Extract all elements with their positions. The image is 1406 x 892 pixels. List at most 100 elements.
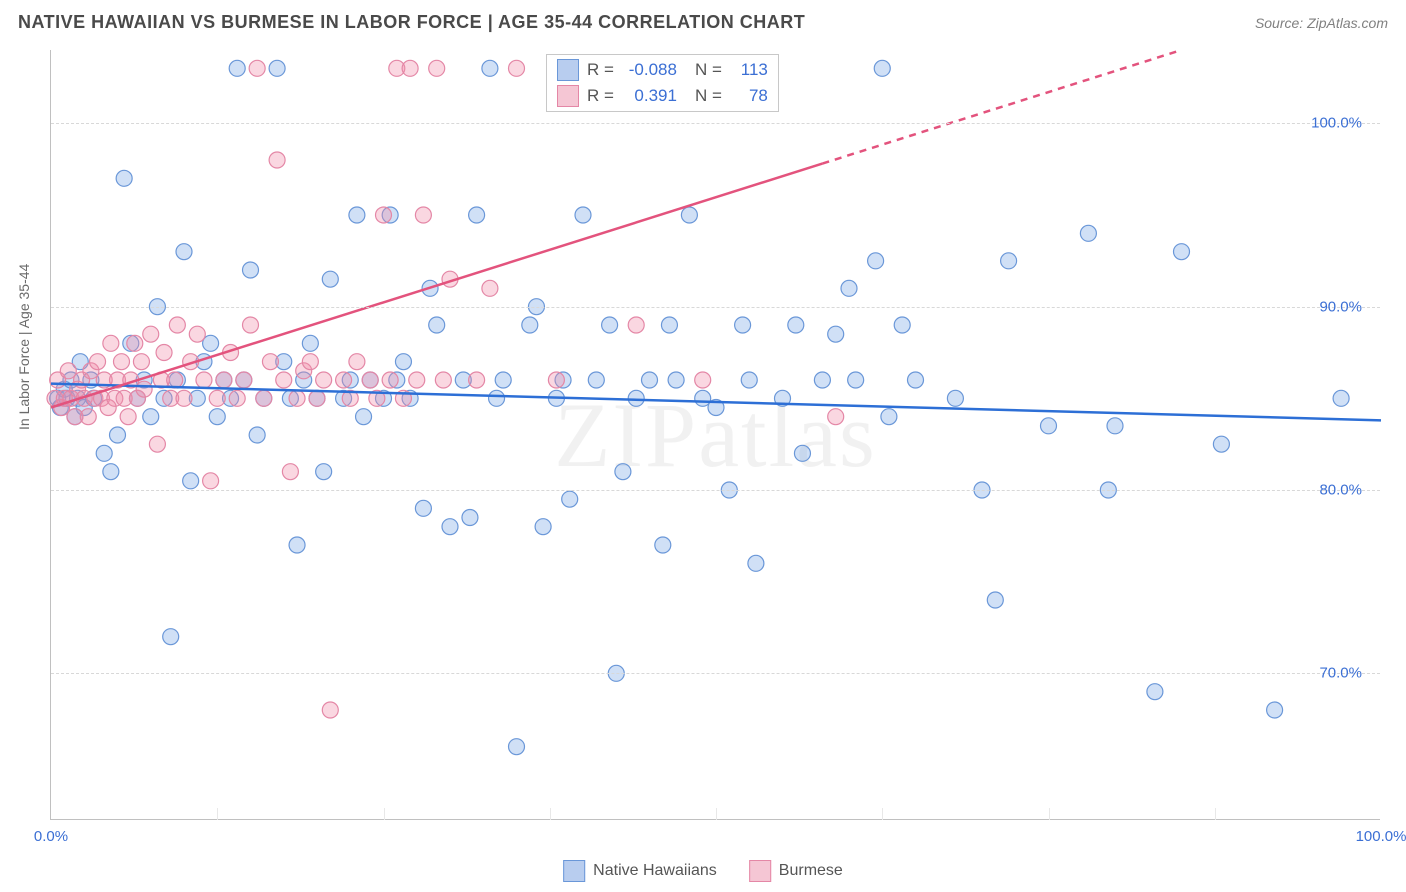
data-point <box>429 60 445 76</box>
data-point <box>169 372 185 388</box>
data-point <box>868 253 884 269</box>
data-point <box>183 473 199 489</box>
data-point <box>602 317 618 333</box>
data-point <box>167 372 183 388</box>
data-point <box>362 372 378 388</box>
data-point <box>169 317 185 333</box>
data-point <box>203 473 219 489</box>
data-point <box>236 372 252 388</box>
bottom-legend-item: Native Hawaiians <box>563 860 717 882</box>
data-point <box>409 372 425 388</box>
data-point <box>116 170 132 186</box>
data-point <box>63 390 79 406</box>
data-point <box>302 335 318 351</box>
data-point <box>216 372 232 388</box>
regression-line-dashed <box>822 50 1181 164</box>
data-point <box>100 400 116 416</box>
chart-title: NATIVE HAWAIIAN VS BURMESE IN LABOR FORC… <box>18 12 805 33</box>
data-point <box>243 262 259 278</box>
y-axis-label: In Labor Force | Age 35-44 <box>16 264 32 430</box>
data-point <box>349 354 365 370</box>
data-point <box>987 592 1003 608</box>
data-point <box>156 345 172 361</box>
grid-line-h <box>51 673 1380 674</box>
data-point <box>415 207 431 223</box>
data-point <box>83 363 99 379</box>
watermark: ZIPatlas <box>554 382 877 488</box>
data-point <box>123 335 139 351</box>
data-point <box>70 381 86 397</box>
data-point <box>94 390 110 406</box>
data-point <box>229 390 245 406</box>
data-point <box>50 390 66 406</box>
data-point <box>848 372 864 388</box>
data-point <box>74 372 90 388</box>
data-point <box>455 372 471 388</box>
data-point <box>548 372 564 388</box>
data-point <box>309 390 325 406</box>
data-point <box>349 207 365 223</box>
data-point <box>276 354 292 370</box>
data-point <box>828 409 844 425</box>
data-point <box>107 390 123 406</box>
data-point <box>362 372 378 388</box>
data-point <box>209 409 225 425</box>
data-point <box>52 400 68 416</box>
data-point <box>369 390 385 406</box>
data-point <box>296 363 312 379</box>
data-point <box>655 537 671 553</box>
data-point <box>54 400 70 416</box>
bottom-legend: Native HawaiiansBurmese <box>563 860 843 882</box>
data-point <box>269 152 285 168</box>
data-point <box>110 427 126 443</box>
data-point <box>376 390 392 406</box>
data-point <box>196 372 212 388</box>
data-point <box>63 372 79 388</box>
regression-line <box>51 164 822 408</box>
data-point <box>256 390 272 406</box>
data-point <box>376 207 392 223</box>
data-point <box>176 244 192 260</box>
data-point <box>86 390 102 406</box>
x-minor-tick <box>1049 808 1050 820</box>
data-point <box>788 317 804 333</box>
data-point <box>628 390 644 406</box>
data-point <box>482 60 498 76</box>
legend-stats: R =-0.088N =113R =0.391N =78 <box>546 54 779 112</box>
data-point <box>322 702 338 718</box>
scatter-chart: ZIPatlas 70.0%80.0%90.0%100.0%0.0%100.0%… <box>50 50 1380 820</box>
data-point <box>156 390 172 406</box>
legend-swatch <box>557 85 579 107</box>
data-point <box>176 390 192 406</box>
x-minor-tick <box>384 808 385 820</box>
grid-line-h <box>51 490 1380 491</box>
data-point <box>309 390 325 406</box>
data-point <box>83 372 99 388</box>
data-point <box>289 537 305 553</box>
data-point <box>1267 702 1283 718</box>
data-point <box>223 390 239 406</box>
data-point <box>50 372 66 388</box>
data-point <box>56 390 72 406</box>
data-point <box>395 354 411 370</box>
data-point <box>103 335 119 351</box>
data-point <box>209 390 225 406</box>
data-point <box>136 372 152 388</box>
data-point <box>110 372 126 388</box>
data-point <box>442 271 458 287</box>
data-point <box>163 629 179 645</box>
data-point <box>223 345 239 361</box>
data-point <box>681 207 697 223</box>
data-point <box>60 363 76 379</box>
legend-swatch <box>563 860 585 882</box>
data-point <box>116 390 132 406</box>
data-point <box>874 60 890 76</box>
data-point <box>127 335 143 351</box>
data-point <box>249 60 265 76</box>
data-point <box>814 372 830 388</box>
data-point <box>342 390 358 406</box>
data-point <box>96 445 112 461</box>
data-point <box>282 390 298 406</box>
data-point <box>47 390 63 406</box>
x-tick-label: 100.0% <box>1356 828 1406 845</box>
